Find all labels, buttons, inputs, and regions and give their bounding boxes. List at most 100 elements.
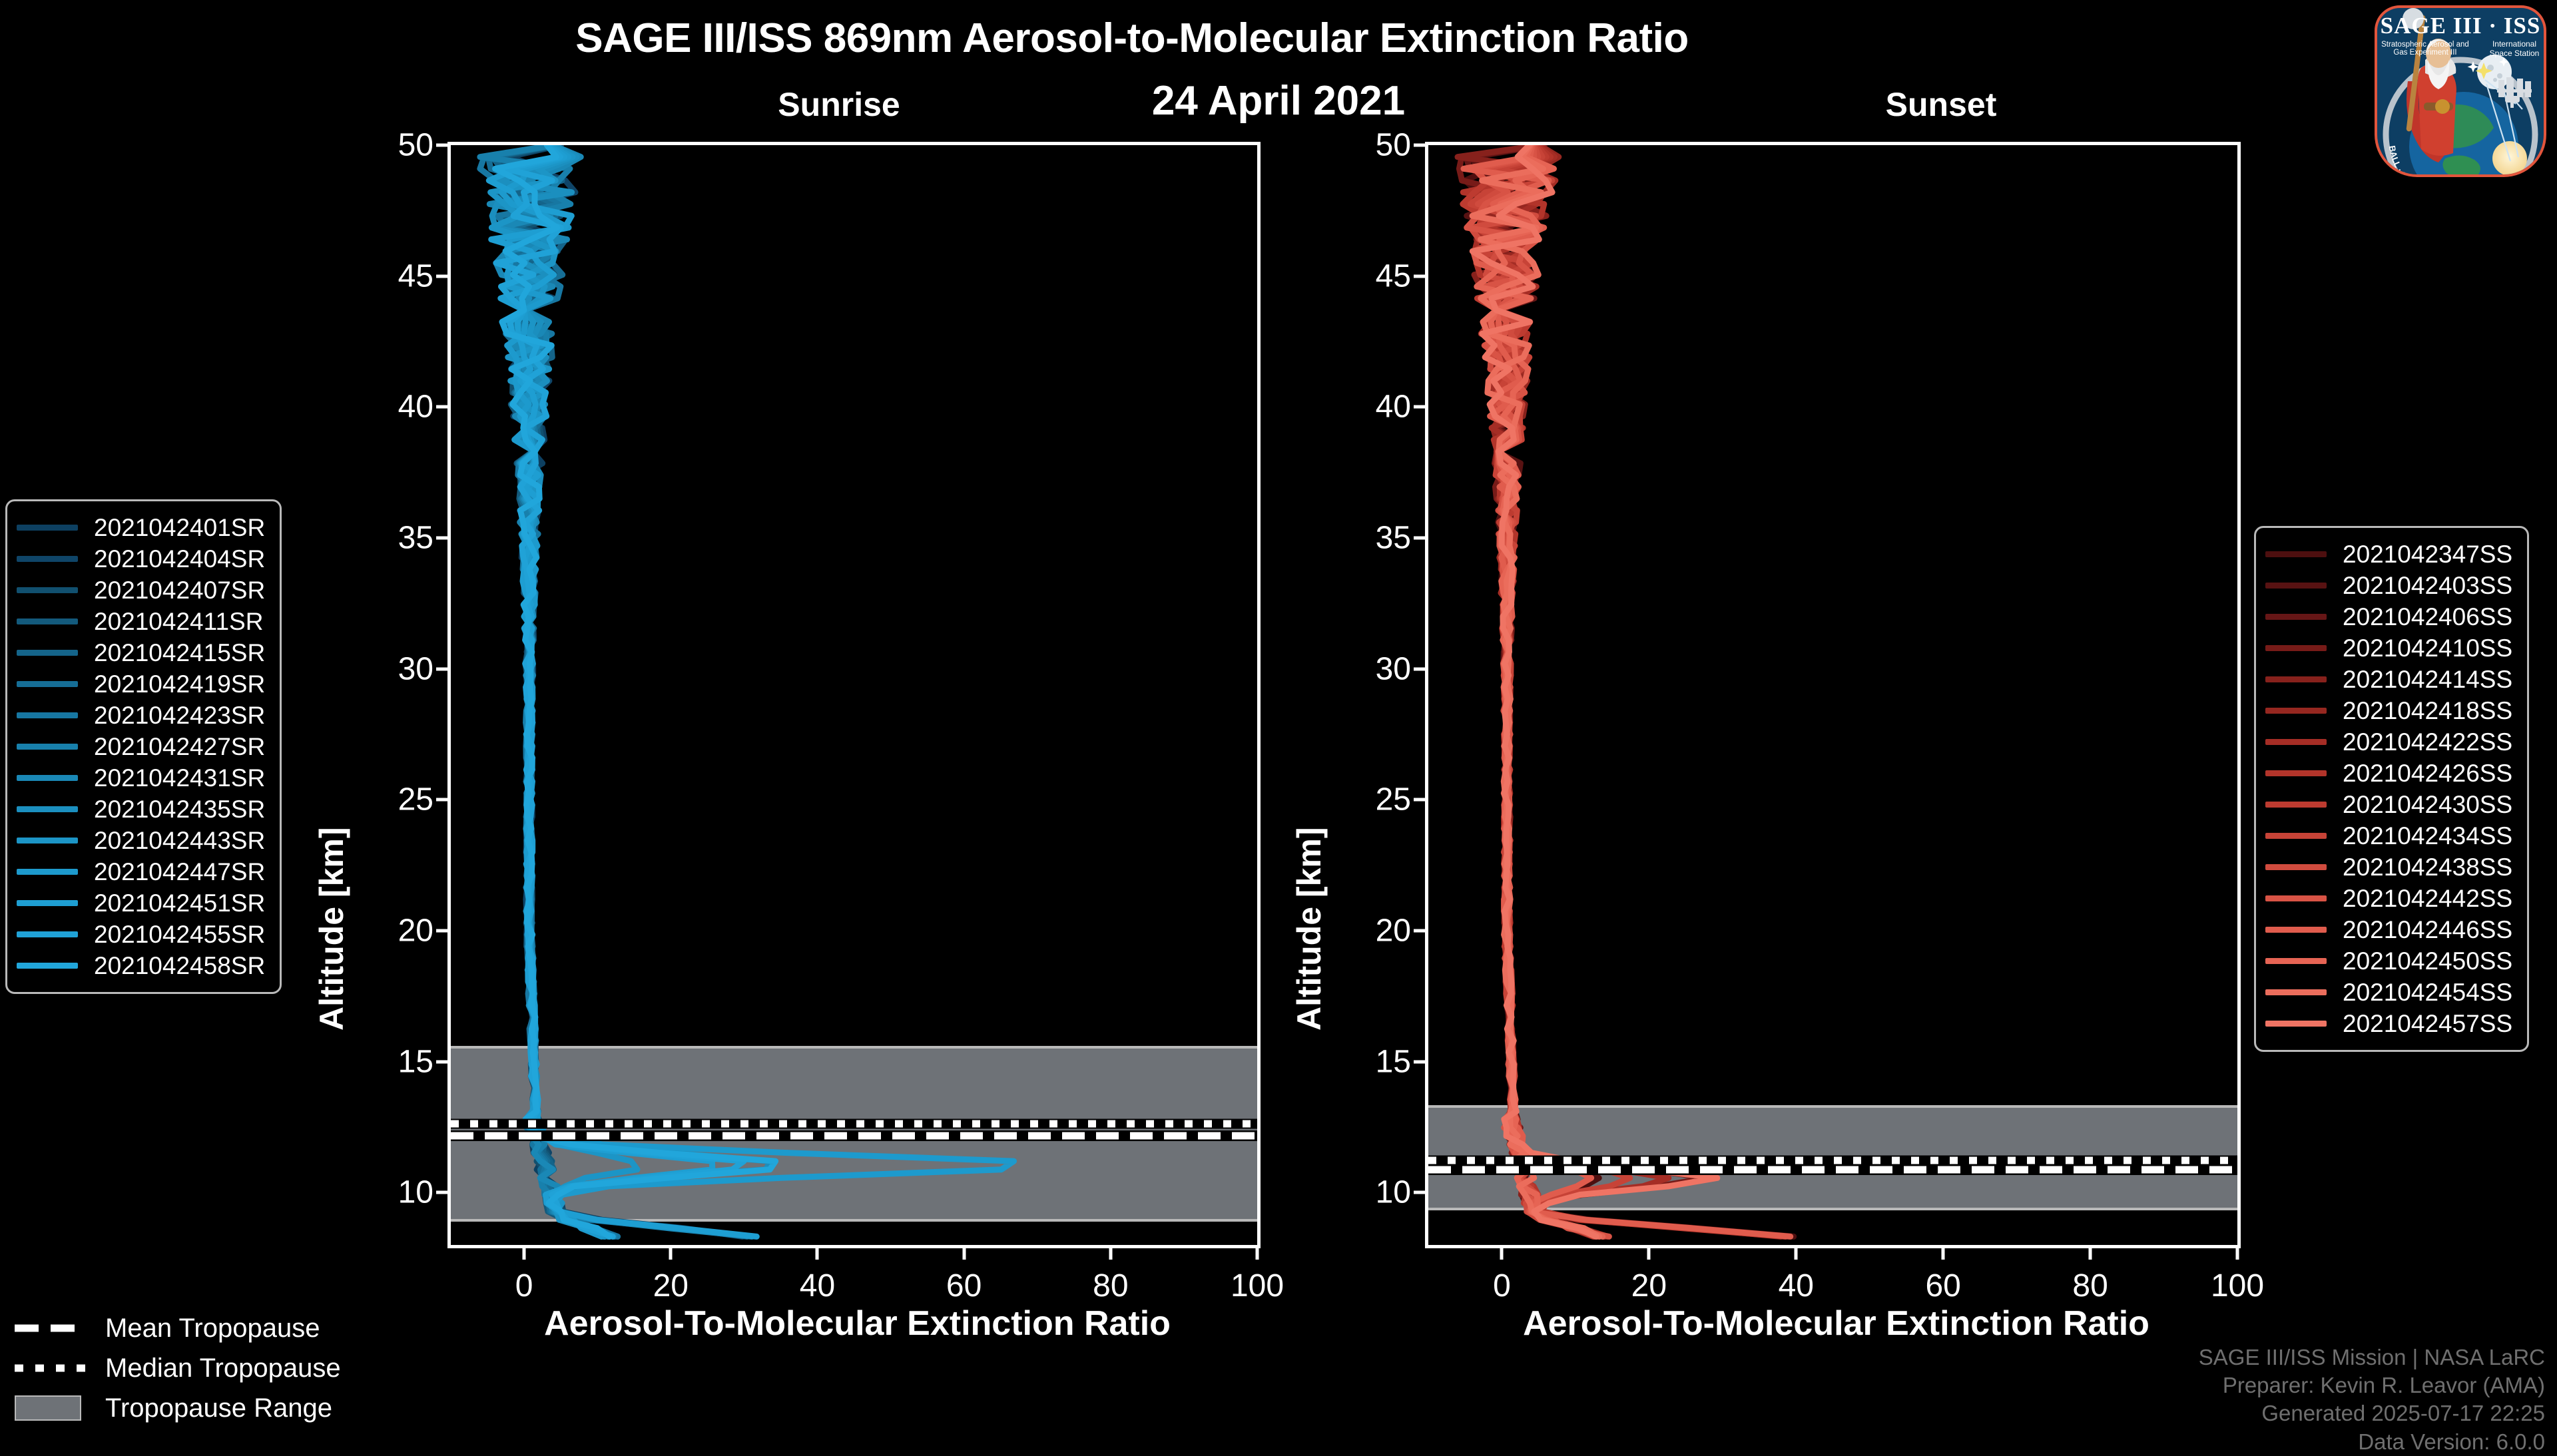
profile-trace: [1468, 145, 1598, 1240]
legend-color-swatch: [2265, 676, 2327, 682]
legend-color-swatch: [2265, 770, 2327, 776]
legend-item[interactable]: 2021042414SS: [2265, 664, 2512, 695]
legend-label: 2021042410SS: [2343, 634, 2513, 662]
legend-item[interactable]: 2021042407SR: [17, 575, 265, 606]
legend-label-median-tropopause: Median Tropopause: [105, 1353, 341, 1383]
legend-item[interactable]: 2021042457SS: [2265, 1008, 2512, 1039]
sunset-profile-traces: [1454, 145, 1797, 1240]
legend-label: 2021042430SS: [2343, 790, 2513, 818]
legend-label: 2021042434SS: [2343, 822, 2513, 849]
legend-item[interactable]: 2021042404SR: [17, 543, 265, 575]
legend-color-swatch: [2265, 551, 2327, 557]
x-tick-label: 80: [1093, 1268, 1129, 1304]
legend-color-swatch: [17, 650, 78, 656]
legend-item[interactable]: 2021042406SS: [2265, 601, 2512, 632]
legend-color-swatch: [2265, 895, 2327, 901]
x-tick-mark: [1109, 1245, 1113, 1260]
legend-item[interactable]: 2021042411SR: [17, 606, 265, 637]
plot-panel-sunrise: Altitude [km] Aerosol-To-Molecular Extin…: [313, 128, 1284, 1343]
legend-item[interactable]: 2021042422SS: [2265, 726, 2512, 758]
legend-item[interactable]: 2021042415SR: [17, 637, 265, 668]
legend-label: 2021042451SR: [94, 889, 266, 917]
observation-date-label: 24 April 2021: [1151, 78, 1406, 124]
legend-item[interactable]: 2021042401SR: [17, 512, 265, 543]
legend-item[interactable]: 2021042438SS: [2265, 851, 2512, 883]
legend-color-swatch: [17, 869, 78, 875]
y-tick-label: 30: [1375, 651, 1411, 687]
y-tick-mark: [1414, 667, 1428, 671]
legend-item[interactable]: 2021042442SS: [2265, 883, 2512, 914]
y-tick-mark: [1414, 274, 1428, 278]
legend-label: 2021042426SS: [2343, 759, 2513, 787]
legend-item[interactable]: 2021042431SR: [17, 762, 265, 794]
x-axis-label-sunset: Aerosol-To-Molecular Extinction Ratio: [1523, 1304, 2149, 1343]
legend-item[interactable]: 2021042454SS: [2265, 977, 2512, 1008]
legend-label: 2021042419SR: [94, 670, 266, 698]
legend-label: 2021042458SR: [94, 951, 266, 979]
legend-item[interactable]: 2021042434SS: [2265, 820, 2512, 851]
legend-sunrise-events[interactable]: 2021042401SR 2021042404SR 2021042407SR 2021…: [5, 499, 282, 994]
legend-item[interactable]: 2021042451SR: [17, 887, 265, 919]
y-tick-label: 45: [398, 258, 433, 294]
legend-item[interactable]: 2021042450SS: [2265, 945, 2512, 977]
x-tick-mark: [815, 1245, 819, 1260]
legend-item[interactable]: 2021042443SR: [17, 825, 265, 856]
legend-item[interactable]: 2021042455SR: [17, 919, 265, 950]
legend-label-tropopause-range: Tropopause Range: [105, 1393, 332, 1423]
legend-color-swatch: [17, 775, 78, 781]
credit-data-version: Data Version: 6.0.0: [2358, 1429, 2545, 1454]
legend-item[interactable]: 2021042426SS: [2265, 758, 2512, 789]
legend-label: 2021042404SR: [94, 545, 266, 573]
legend-item[interactable]: 2021042423SR: [17, 700, 265, 731]
legend-label: 2021042401SR: [94, 513, 266, 541]
profile-trace: [1464, 145, 1612, 1240]
legend-sunset-events[interactable]: 2021042347SS 2021042403SS 2021042406SS 2021…: [2254, 526, 2530, 1052]
plot-panel-sunset: Altitude [km] Aerosol-To-Molecular Extin…: [1290, 128, 2264, 1343]
legend-color-swatch: [2265, 989, 2327, 995]
legend-color-swatch: [17, 525, 78, 531]
legend-label: 2021042427SR: [94, 732, 266, 760]
sunset-plot-area: [1428, 145, 2237, 1245]
legend-item[interactable]: 2021042419SR: [17, 668, 265, 700]
legend-item[interactable]: 2021042403SS: [2265, 570, 2512, 601]
legend-label: 2021042438SS: [2343, 853, 2513, 881]
y-tick-mark: [1414, 143, 1428, 147]
profile-trace: [1460, 145, 1607, 1240]
legend-label: 2021042406SS: [2343, 603, 2513, 630]
legend-color-swatch: [2265, 1021, 2327, 1027]
sunrise-plot-area: [451, 145, 1257, 1245]
x-tick-mark: [1941, 1245, 1945, 1260]
legend-item[interactable]: 2021042410SS: [2265, 632, 2512, 664]
y-tick-mark: [436, 405, 451, 409]
legend-item[interactable]: 2021042347SS: [2265, 539, 2512, 570]
legend-color-swatch: [2265, 739, 2327, 745]
legend-item[interactable]: 2021042435SR: [17, 794, 265, 825]
svg-text:Space Station: Space Station: [2490, 49, 2540, 58]
legend-item[interactable]: 2021042418SS: [2265, 695, 2512, 726]
svg-text:International: International: [2492, 39, 2536, 49]
page-title: SAGE III/ISS 869nm Aerosol-to-Molecular …: [575, 15, 1689, 61]
y-tick-label: 10: [1375, 1174, 1411, 1210]
legend-label: 2021042450SS: [2343, 947, 2513, 975]
legend-item[interactable]: 2021042458SR: [17, 950, 265, 981]
x-tick-mark: [2088, 1245, 2092, 1260]
legend-label: 2021042443SR: [94, 826, 266, 854]
sunrise-panel-label: Sunrise: [778, 86, 900, 123]
x-tick-label: 40: [799, 1268, 836, 1304]
x-tick-mark: [1647, 1245, 1651, 1260]
legend-item[interactable]: 2021042430SS: [2265, 789, 2512, 820]
y-axis-label-sunset: Altitude [km]: [1290, 827, 1328, 1031]
legend-item[interactable]: 2021042427SR: [17, 731, 265, 762]
y-tick-label: 10: [398, 1174, 433, 1210]
legend-item[interactable]: 2021042446SS: [2265, 914, 2512, 945]
y-tick-label: 25: [1375, 782, 1411, 818]
legend-label: 2021042431SR: [94, 764, 266, 792]
legend-color-swatch: [2265, 958, 2327, 964]
x-tick-label: 20: [653, 1268, 689, 1304]
y-tick-mark: [1414, 929, 1428, 933]
y-tick-label: 45: [1375, 258, 1411, 294]
subtitle-row: Sunrise 24 April 2021 Sunset: [0, 78, 2557, 128]
legend-item[interactable]: 2021042447SR: [17, 856, 265, 887]
legend-color-swatch: [17, 838, 78, 844]
legend-color-swatch: [2265, 833, 2327, 839]
